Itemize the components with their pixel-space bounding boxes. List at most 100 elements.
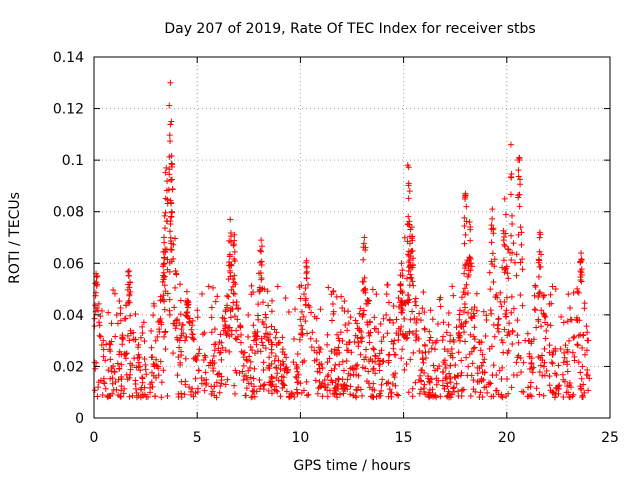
data-point <box>313 315 320 322</box>
data-point <box>390 371 397 378</box>
data-point <box>476 378 483 385</box>
data-point <box>164 256 171 263</box>
data-point <box>495 321 502 328</box>
data-point <box>299 326 306 333</box>
data-point <box>216 389 223 396</box>
data-point <box>199 331 206 338</box>
data-point <box>366 339 373 346</box>
data-point <box>311 347 318 354</box>
data-point <box>462 304 469 311</box>
data-point <box>160 367 167 374</box>
data-point <box>353 387 360 394</box>
data-point <box>317 346 324 353</box>
data-point <box>166 153 173 160</box>
data-point <box>279 334 286 341</box>
data-point <box>481 369 488 376</box>
data-point <box>249 347 256 354</box>
data-point <box>458 294 465 301</box>
data-point <box>230 242 237 249</box>
data-point <box>500 230 507 237</box>
data-point <box>349 364 356 371</box>
data-point <box>291 393 298 400</box>
data-point <box>167 138 174 145</box>
y-tick-label: 0.08 <box>53 205 84 221</box>
data-point <box>194 314 201 321</box>
data-point <box>427 334 434 341</box>
data-point <box>447 379 454 386</box>
data-point <box>260 367 267 374</box>
data-point <box>486 345 493 352</box>
data-point <box>461 214 468 221</box>
data-point <box>509 212 516 219</box>
data-point <box>445 321 452 328</box>
data-point <box>378 387 385 394</box>
data-point <box>359 313 366 320</box>
data-point <box>500 257 507 264</box>
data-point <box>403 335 410 342</box>
data-point <box>164 392 171 399</box>
data-point <box>354 361 361 368</box>
data-point <box>525 384 532 391</box>
data-point <box>186 319 193 326</box>
data-point <box>536 257 543 264</box>
data-point <box>178 332 185 339</box>
data-point <box>360 240 367 247</box>
data-point <box>126 393 133 400</box>
data-point <box>517 292 524 299</box>
y-tick-label: 0.02 <box>53 359 84 375</box>
data-point <box>316 361 323 368</box>
data-point <box>118 373 125 380</box>
data-point <box>578 269 585 276</box>
data-point <box>385 359 392 366</box>
data-point <box>367 318 374 325</box>
data-point <box>460 308 467 315</box>
data-point <box>201 377 208 384</box>
data-point <box>111 290 118 297</box>
data-point <box>456 329 463 336</box>
data-point <box>335 344 342 351</box>
data-point <box>489 215 496 222</box>
data-point <box>378 381 385 388</box>
data-point <box>248 291 255 298</box>
data-point <box>100 379 107 386</box>
data-point <box>470 310 477 317</box>
data-point <box>397 328 404 335</box>
data-point <box>407 316 414 323</box>
data-point <box>370 365 377 372</box>
data-point <box>143 371 150 378</box>
data-point <box>182 355 189 362</box>
data-point <box>498 375 505 382</box>
data-point <box>339 376 346 383</box>
data-point <box>455 373 462 380</box>
data-point <box>502 265 509 272</box>
data-point <box>463 218 470 225</box>
data-point <box>570 289 577 296</box>
data-point <box>168 208 175 215</box>
data-point <box>127 312 134 319</box>
data-point <box>372 325 379 332</box>
data-point <box>505 275 512 282</box>
data-point <box>498 336 505 343</box>
data-point <box>148 379 155 386</box>
data-point <box>279 358 286 365</box>
data-point <box>166 171 173 178</box>
data-point <box>122 355 129 362</box>
data-point <box>578 256 585 263</box>
data-point <box>257 270 264 277</box>
data-point <box>536 234 543 241</box>
data-point <box>266 354 273 361</box>
data-point <box>162 169 169 176</box>
data-point <box>569 349 576 356</box>
data-point <box>574 342 581 349</box>
y-tick-label: 0.14 <box>53 50 84 66</box>
data-point <box>379 358 386 365</box>
data-point <box>420 359 427 366</box>
data-point <box>324 359 331 366</box>
data-point <box>502 211 509 218</box>
data-point <box>148 369 155 376</box>
data-point <box>505 246 512 253</box>
data-point <box>516 203 523 210</box>
data-point <box>108 320 115 327</box>
data-point <box>318 383 325 390</box>
data-point <box>273 329 280 336</box>
